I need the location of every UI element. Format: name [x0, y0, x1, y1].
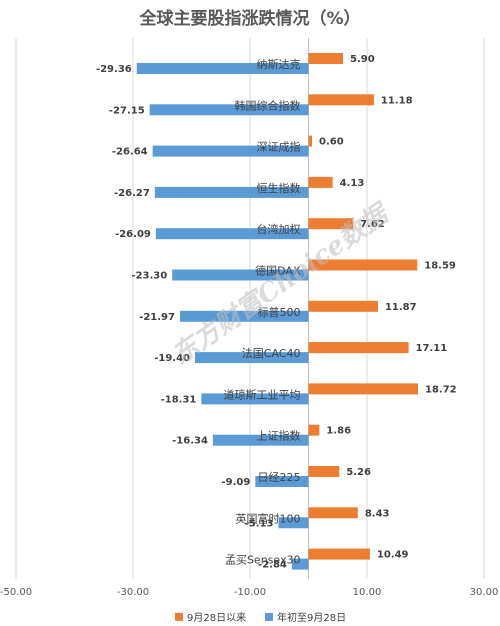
x-tick-label: 30.00 — [470, 587, 499, 598]
category-label: 上证指数 — [257, 429, 301, 443]
data-label: 11.18 — [381, 95, 413, 106]
category-label: 韩国综合指数 — [235, 98, 301, 112]
data-label: 5.26 — [346, 467, 371, 478]
legend-label: 9月28日以来 — [187, 612, 246, 624]
data-label: -26.64 — [112, 147, 148, 158]
bar-ytd — [155, 228, 309, 240]
data-label: 11.87 — [385, 302, 417, 313]
bar-ytd — [154, 186, 309, 198]
bar-since-sep28 — [308, 507, 358, 519]
category-label: 法国CAC40 — [242, 346, 301, 360]
x-tick-label: -30.00 — [117, 587, 149, 598]
data-label: -26.09 — [115, 229, 151, 240]
data-label: 17.11 — [416, 343, 448, 354]
bar-ytd — [291, 558, 309, 570]
data-label: 18.72 — [425, 384, 457, 395]
category-label: 台湾加权 — [257, 222, 301, 236]
bar-since-sep28 — [308, 259, 418, 271]
data-label: 1.86 — [326, 426, 351, 437]
data-label: -27.15 — [109, 105, 145, 116]
bar-since-sep28 — [308, 218, 354, 230]
bar-since-sep28 — [308, 466, 340, 477]
category-label: 纳斯达克 — [257, 58, 301, 71]
data-label: -18.31 — [161, 394, 197, 405]
category-label: 道琼斯工业平均 — [224, 387, 301, 401]
category-label: 孟买Sensex30 — [225, 554, 301, 567]
labels: 5.90 -29.36 纳斯达克 11.18 -27.15 韩国综合指数 0.60 -26.6… — [96, 54, 457, 571]
bar-since-sep28 — [308, 300, 378, 312]
bar-ytd — [212, 434, 309, 446]
data-label: -26.27 — [114, 188, 150, 199]
legend: 9月28日以来 年初至9月28日 — [175, 611, 346, 624]
legend-label: 年初至9月28日 — [277, 611, 346, 624]
data-label: -23.30 — [131, 271, 167, 282]
data-label: -2.84 — [258, 560, 287, 571]
bar-since-sep28 — [308, 135, 313, 147]
bar-since-sep28 — [308, 176, 333, 188]
data-label: -16.34 — [172, 436, 208, 447]
bar-since-sep28 — [308, 424, 320, 436]
bar-ytd — [278, 517, 309, 529]
bar-ytd — [136, 63, 309, 74]
bar-ytd — [179, 310, 309, 322]
bar-ytd — [152, 145, 309, 157]
data-label: 0.60 — [319, 137, 344, 148]
category-label: 英国富时100 — [236, 511, 301, 525]
bar-ytd — [195, 352, 309, 364]
legend-swatch — [175, 612, 183, 621]
data-label: 8.43 — [365, 508, 390, 519]
category-label: 深证成指 — [257, 140, 301, 154]
data-label: 5.90 — [350, 54, 375, 65]
bar-since-sep28 — [308, 53, 344, 64]
x-tick-label: 10.00 — [353, 587, 382, 598]
x-tick-label: -10.00 — [234, 587, 266, 598]
data-label: 18.59 — [424, 261, 456, 272]
bar-since-sep28 — [308, 94, 374, 106]
bar-since-sep28 — [308, 548, 370, 560]
data-label: 7.62 — [360, 219, 385, 230]
category-label: 德国DAX — [255, 264, 301, 278]
bar-since-sep28 — [308, 342, 409, 354]
data-label: -5.13 — [245, 518, 274, 529]
bar-ytd — [149, 104, 309, 116]
data-label: -9.09 — [221, 477, 250, 488]
category-label: 日经225 — [258, 471, 301, 484]
bars — [136, 53, 419, 570]
bar-ytd — [201, 393, 309, 405]
category-label: 标普500 — [258, 305, 301, 319]
x-tick-label: -50.00 — [0, 587, 32, 598]
data-label: -21.97 — [139, 312, 175, 323]
bar-ytd — [255, 476, 309, 487]
category-label: 恒生指数 — [257, 181, 301, 195]
legend-swatch — [265, 612, 273, 621]
bar-since-sep28 — [308, 383, 419, 395]
data-label: 10.49 — [377, 550, 409, 561]
x-axis-ticks: -50.00 -30.00 -10.00 10.00 30.00 — [0, 587, 498, 598]
bar-ytd — [172, 269, 309, 281]
chart-title: 全球主要股指涨跌情况（%） — [138, 8, 360, 29]
data-label: -19.40 — [154, 353, 190, 364]
data-label: -29.36 — [96, 64, 132, 75]
data-label: 4.13 — [340, 178, 365, 189]
